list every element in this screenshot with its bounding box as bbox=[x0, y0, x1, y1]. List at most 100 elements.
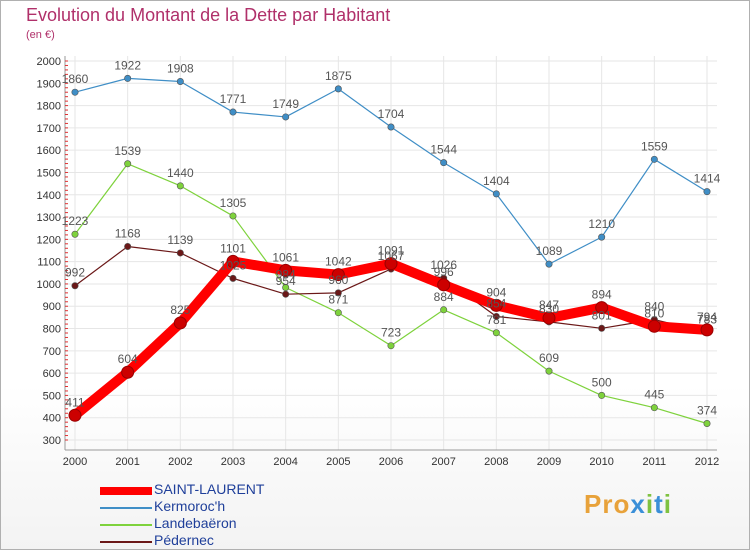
data-point bbox=[598, 324, 606, 332]
x-tick-label: 2006 bbox=[379, 456, 403, 468]
x-tick-label: 2004 bbox=[273, 456, 297, 468]
data-point bbox=[440, 159, 448, 167]
data-point bbox=[176, 78, 184, 86]
data-point bbox=[492, 190, 500, 198]
data-label: 830 bbox=[539, 302, 559, 316]
data-point bbox=[437, 278, 451, 292]
data-point bbox=[176, 182, 184, 190]
data-label: 884 bbox=[434, 290, 454, 304]
data-point bbox=[545, 260, 553, 268]
data-label: 374 bbox=[697, 404, 717, 418]
data-label: 411 bbox=[65, 395, 84, 409]
data-label: 781 bbox=[486, 313, 506, 327]
data-label: 794 bbox=[697, 310, 717, 324]
data-label: 1067 bbox=[378, 249, 405, 263]
data-label: 847 bbox=[539, 298, 559, 312]
y-tick-label: 600 bbox=[43, 368, 61, 380]
data-label: 1223 bbox=[62, 214, 89, 228]
y-tick-label: 800 bbox=[43, 324, 61, 336]
data-point bbox=[598, 391, 606, 399]
data-label: 1091 bbox=[378, 244, 405, 258]
data-point bbox=[71, 230, 79, 238]
data-point bbox=[703, 188, 711, 196]
data-point bbox=[334, 85, 342, 93]
x-tick-label: 2010 bbox=[589, 456, 613, 468]
data-point bbox=[229, 108, 237, 116]
y-tick-label: 300 bbox=[43, 435, 61, 447]
data-label: 445 bbox=[644, 388, 664, 402]
data-label: 1168 bbox=[115, 226, 141, 240]
data-label: 810 bbox=[644, 306, 664, 320]
x-tick-label: 2012 bbox=[695, 456, 719, 468]
data-point bbox=[387, 342, 395, 350]
data-label: 954 bbox=[276, 274, 296, 288]
data-point bbox=[703, 420, 711, 428]
data-label: 1139 bbox=[167, 233, 193, 247]
x-tick-label: 2011 bbox=[643, 456, 667, 468]
data-label: 1026 bbox=[430, 258, 457, 272]
proxiti-logo: Proxiti bbox=[584, 489, 672, 519]
data-label: 1860 bbox=[62, 72, 89, 86]
data-point bbox=[387, 123, 395, 131]
y-tick-label: 1500 bbox=[37, 167, 61, 179]
data-point bbox=[282, 113, 290, 121]
data-label: 840 bbox=[644, 300, 664, 314]
x-tick-label: 2009 bbox=[537, 456, 561, 468]
data-label: 871 bbox=[328, 293, 348, 307]
chart-subtitle: (en €) bbox=[26, 29, 55, 41]
data-label: 1210 bbox=[588, 217, 615, 231]
data-point bbox=[282, 290, 290, 298]
data-point bbox=[226, 254, 240, 268]
data-point bbox=[124, 74, 132, 82]
legend-swatch-kermoroch bbox=[100, 507, 152, 509]
y-tick-label: 1200 bbox=[37, 234, 61, 246]
data-label: 1101 bbox=[220, 241, 246, 255]
data-point bbox=[440, 306, 448, 314]
data-point bbox=[71, 282, 79, 290]
data-point bbox=[595, 301, 609, 315]
data-point bbox=[279, 263, 293, 277]
data-point bbox=[650, 155, 658, 163]
data-label: 801 bbox=[592, 308, 612, 322]
data-label: 960 bbox=[328, 273, 348, 287]
data-label: 1749 bbox=[272, 97, 299, 111]
y-tick-label: 1600 bbox=[37, 145, 61, 157]
y-tick-label: 1900 bbox=[37, 78, 61, 90]
data-label: 1771 bbox=[220, 92, 247, 106]
data-label: 984 bbox=[276, 268, 296, 282]
data-point bbox=[331, 268, 345, 282]
data-label: 1305 bbox=[220, 196, 247, 210]
data-label: 1042 bbox=[325, 255, 352, 269]
data-label: 996 bbox=[434, 265, 454, 279]
y-tick-label: 500 bbox=[43, 390, 61, 402]
data-label: 1704 bbox=[378, 107, 405, 121]
data-label: 1089 bbox=[536, 244, 563, 258]
x-tick-label: 2008 bbox=[484, 456, 508, 468]
data-point bbox=[489, 298, 503, 312]
data-point bbox=[124, 242, 132, 250]
data-label: 1440 bbox=[167, 166, 194, 180]
data-point bbox=[229, 274, 237, 282]
data-point bbox=[545, 367, 553, 375]
x-tick-label: 2001 bbox=[115, 456, 139, 468]
data-point bbox=[700, 323, 714, 337]
y-tick-label: 1300 bbox=[37, 212, 61, 224]
data-point bbox=[121, 365, 135, 379]
data-label: 1061 bbox=[272, 250, 299, 264]
data-label: 723 bbox=[381, 326, 401, 340]
y-tick-label: 1100 bbox=[37, 257, 61, 269]
data-point bbox=[176, 249, 184, 257]
y-tick-label: 1000 bbox=[37, 279, 61, 291]
data-label: 854 bbox=[486, 296, 506, 310]
x-tick-label: 2000 bbox=[63, 456, 87, 468]
data-label: 1414 bbox=[694, 172, 721, 186]
data-point bbox=[384, 257, 398, 271]
y-tick-label: 700 bbox=[43, 346, 61, 358]
data-label: 1922 bbox=[114, 58, 141, 72]
data-point bbox=[647, 319, 661, 333]
data-label: 1908 bbox=[167, 62, 194, 76]
data-label: 500 bbox=[592, 375, 612, 389]
data-label: 894 bbox=[592, 288, 612, 302]
